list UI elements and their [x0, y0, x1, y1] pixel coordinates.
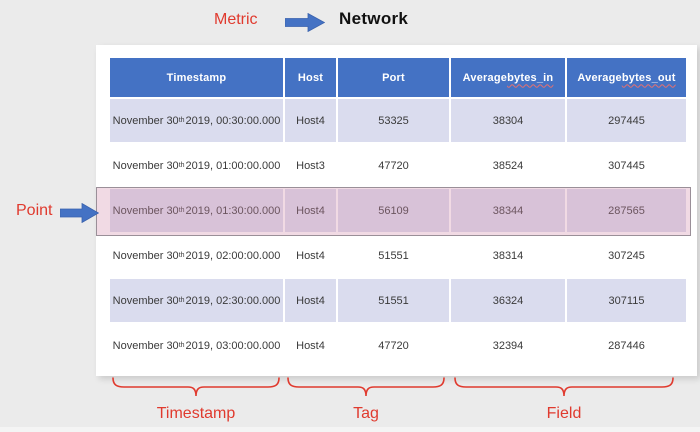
column-header: Port — [338, 58, 449, 97]
table-cell: Host4 — [285, 99, 336, 142]
table-cell: 307115 — [567, 279, 686, 322]
table-cell: 38304 — [451, 99, 565, 142]
field-group-label: Field — [546, 405, 582, 422]
table-cell: 47720 — [338, 144, 449, 187]
brace-field-icon — [454, 377, 674, 397]
table-cell: 36324 — [451, 279, 565, 322]
column-header: Average bytes_in — [451, 58, 565, 97]
point-highlight-rect — [96, 187, 691, 236]
table-cell: 56109 — [338, 189, 449, 232]
arrow-right-icon — [285, 13, 325, 32]
table-cell: 287565 — [567, 189, 686, 232]
table-cell: Host4 — [285, 279, 336, 322]
point-label: Point — [16, 202, 53, 219]
table-cell: 47720 — [338, 324, 449, 367]
column-header: Average bytes_out — [567, 58, 686, 97]
table-cell: 38314 — [451, 234, 565, 277]
table-cell: 307245 — [567, 234, 686, 277]
column-header: Timestamp — [110, 58, 283, 97]
table-cell: 297445 — [567, 99, 686, 142]
table-cell: 287446 — [567, 324, 686, 367]
metric-label: Metric — [214, 11, 258, 28]
tag-group-label: Tag — [353, 405, 379, 422]
column-header: Host — [285, 58, 336, 97]
table-cell: Host4 — [285, 234, 336, 277]
brace-timestamp-icon — [112, 377, 280, 397]
table-cell: 51551 — [338, 234, 449, 277]
metric-value: Network — [339, 9, 409, 28]
table-cell: 38344 — [451, 189, 565, 232]
table-cell: 53325 — [338, 99, 449, 142]
brace-tag-icon — [287, 377, 445, 397]
arrow-right-icon — [60, 203, 99, 223]
timestamp-group-label: Timestamp — [156, 405, 236, 422]
table-cell: Host4 — [285, 324, 336, 367]
table-cell: Host3 — [285, 144, 336, 187]
table-cell: 307445 — [567, 144, 686, 187]
table-cell: 38524 — [451, 144, 565, 187]
table-cell: 32394 — [451, 324, 565, 367]
table-cell: Host4 — [285, 189, 336, 232]
data-table: Timestamp Host Port Average bytes_in Average… — [110, 58, 686, 367]
page-bottom-edge — [0, 427, 700, 432]
table-header-row: Timestamp Host Port Average bytes_in Average… — [110, 58, 686, 97]
table-cell: 51551 — [338, 279, 449, 322]
